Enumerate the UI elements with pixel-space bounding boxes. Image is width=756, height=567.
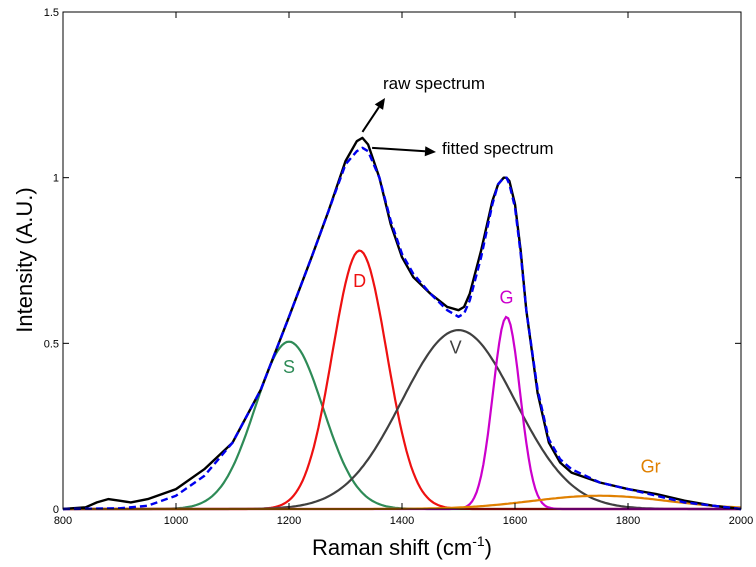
x-tick-label: 800 [54,515,72,527]
spectra-layer [62,136,742,511]
raw-spectrum-arrowhead [374,98,385,110]
x-axis-title-close: ) [485,535,492,560]
y-tick-label: 1.5 [44,7,59,19]
peak-d-label: D [353,271,366,291]
x-axis-title-superscript: -1 [472,533,485,549]
x-tick-label: 1800 [616,515,640,527]
raw-spectrum-arrow [361,106,380,133]
peak-s-label: S [283,357,295,377]
fitted-spectrum-label: fitted spectrum [442,139,554,158]
raw-spectrum-line [62,136,742,511]
raw-spectrum-annotation: raw spectrum [361,74,485,133]
x-tick-label: 1200 [277,515,301,527]
y-axis-title: Intensity (A.U.) [12,187,37,332]
peak-g-label: G [500,288,514,308]
x-tick-label: 2000 [729,515,753,527]
peak-v-label: V [450,337,462,357]
peak-gr-label: Gr [641,457,661,477]
fitted-spectrum-arrowhead [424,146,436,157]
peak-labels-layer: S D V G Gr [283,271,661,477]
y-tick-label: 0.5 [44,338,59,350]
fitted-spectrum-line [62,146,742,511]
x-axis-title-main: Raman shift (cm [312,535,472,560]
x-tick-label: 1600 [503,515,527,527]
y-tick-label: 1 [53,173,59,185]
fitted-spectrum-arrow [372,146,426,153]
x-tick-label: 1000 [164,515,188,527]
plot-area [63,12,741,509]
y-tick-label: 0 [53,504,59,516]
x-tick-label: 1400 [390,515,414,527]
x-axis-title: Raman shift (cm-1) [312,533,492,560]
axis-ticks-layer: 800 1000 1200 1400 1600 1800 2000 0 0.5 1 1.5 [44,7,754,527]
raw-spectrum-label: raw spectrum [383,74,485,93]
fitted-spectrum-annotation: fitted spectrum [372,139,554,158]
